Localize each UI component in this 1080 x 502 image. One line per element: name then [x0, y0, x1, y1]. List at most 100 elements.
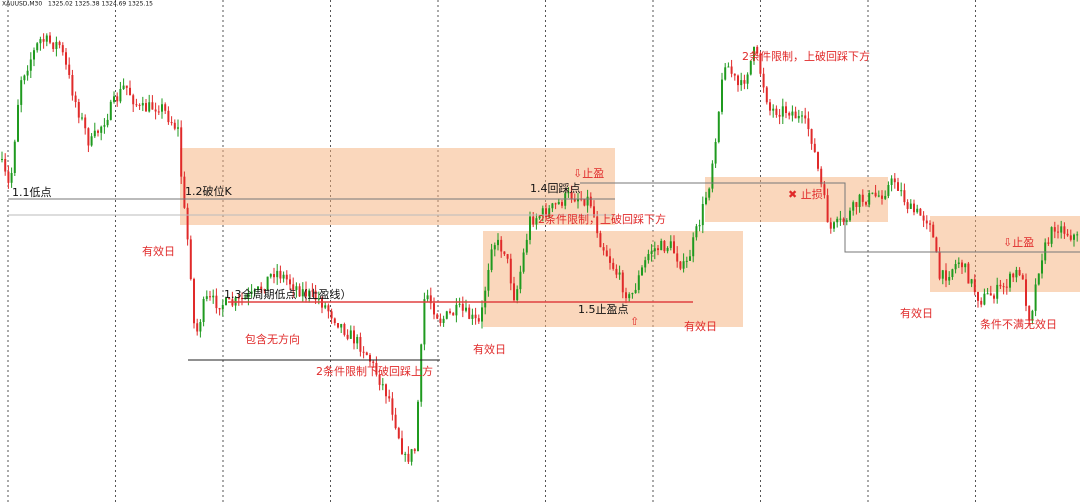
candle-body [228, 297, 231, 300]
candle-body [135, 104, 138, 106]
candle-body [938, 252, 941, 279]
candle-body [874, 192, 877, 197]
candle-body [343, 324, 346, 335]
candle-body [74, 95, 77, 103]
annotation: 有效日 [900, 306, 933, 320]
candle-body [385, 384, 387, 397]
candle-body [925, 220, 928, 224]
candle-body [401, 438, 403, 455]
candle-body [685, 260, 688, 262]
candle-body [1025, 279, 1027, 306]
candle-body [692, 237, 695, 257]
candle-body [1018, 269, 1021, 276]
candle-body [1060, 226, 1063, 233]
candle-body [829, 222, 832, 229]
candle-body [493, 245, 496, 250]
candle-body [71, 74, 74, 96]
candle-body [519, 271, 522, 290]
candle-body [260, 286, 263, 290]
candle-body [36, 43, 39, 51]
candle-body [125, 85, 128, 88]
candle-body [301, 289, 304, 297]
candle-body [935, 237, 938, 253]
candle-body [714, 141, 717, 164]
candle-body [522, 252, 525, 272]
candle-body [669, 241, 672, 248]
candle-body [1044, 242, 1047, 261]
candle-body [337, 323, 339, 328]
annotation: 条件不满无效日 [980, 317, 1057, 331]
candle-body [106, 119, 109, 126]
candle-body [810, 129, 813, 144]
candle-body [637, 275, 640, 290]
candle-body [612, 262, 615, 269]
candle-body [138, 104, 141, 106]
candle-body [263, 289, 266, 291]
candle-body [961, 262, 963, 268]
candle-body [737, 75, 739, 86]
annotation: 有效日 [684, 319, 717, 333]
candle-body [548, 208, 551, 218]
candle-body [1015, 269, 1018, 278]
candle-body [375, 362, 378, 375]
candle-body [663, 240, 666, 252]
candle-body [17, 104, 19, 142]
candle-body [311, 290, 314, 292]
candle-body [237, 297, 240, 299]
candle-body [84, 117, 87, 129]
candle-body [356, 336, 359, 344]
candle-body [359, 336, 362, 352]
candle-body [618, 272, 621, 275]
candle-body [724, 67, 727, 80]
candle-body [791, 111, 794, 116]
candle-body [436, 314, 439, 319]
candle-body [314, 290, 317, 300]
annotation: 2条件限制下破回踩上方 [316, 364, 433, 378]
candle-body [852, 202, 855, 211]
candle-body [711, 163, 714, 189]
candle-body [49, 35, 51, 43]
candle-body [327, 305, 330, 312]
candle-body [871, 192, 874, 194]
annotation: 1.1低点 [12, 186, 52, 199]
candle-body [599, 233, 602, 248]
candle-body [215, 295, 218, 309]
candle-body [951, 269, 954, 278]
candle-body [247, 293, 250, 298]
candle-body [628, 294, 631, 299]
candle-body [109, 101, 112, 120]
candle-body [551, 203, 554, 209]
candle-body [807, 118, 810, 130]
candle-body [7, 171, 10, 183]
candle-body [420, 344, 423, 402]
candle-body [913, 203, 915, 213]
candle-body [253, 289, 256, 292]
candle-body [788, 112, 791, 116]
candle-body [1050, 227, 1053, 244]
candle-body [746, 74, 749, 84]
candle-body [1057, 231, 1059, 233]
candle-body [423, 299, 426, 345]
candle-body [625, 292, 627, 299]
candle-body [516, 289, 519, 301]
candle-body [849, 210, 851, 221]
candle-body [813, 143, 816, 153]
candle-body [279, 270, 282, 279]
candle-body [269, 274, 272, 277]
candle-body [157, 111, 160, 113]
candle-body [676, 253, 679, 262]
candle-body [1, 159, 3, 161]
candle-body [727, 66, 730, 68]
candle-body [503, 251, 506, 255]
candle-body [967, 263, 970, 284]
candle-body [244, 297, 247, 300]
candle-body [919, 208, 922, 216]
candle-body [369, 354, 371, 362]
candle-body [797, 115, 800, 119]
candle-body [116, 96, 119, 102]
candle-body [148, 102, 151, 112]
candle-body [765, 87, 768, 103]
candle-body [497, 239, 499, 246]
annotation: ⇧ [630, 315, 639, 328]
candle-body [887, 184, 890, 196]
